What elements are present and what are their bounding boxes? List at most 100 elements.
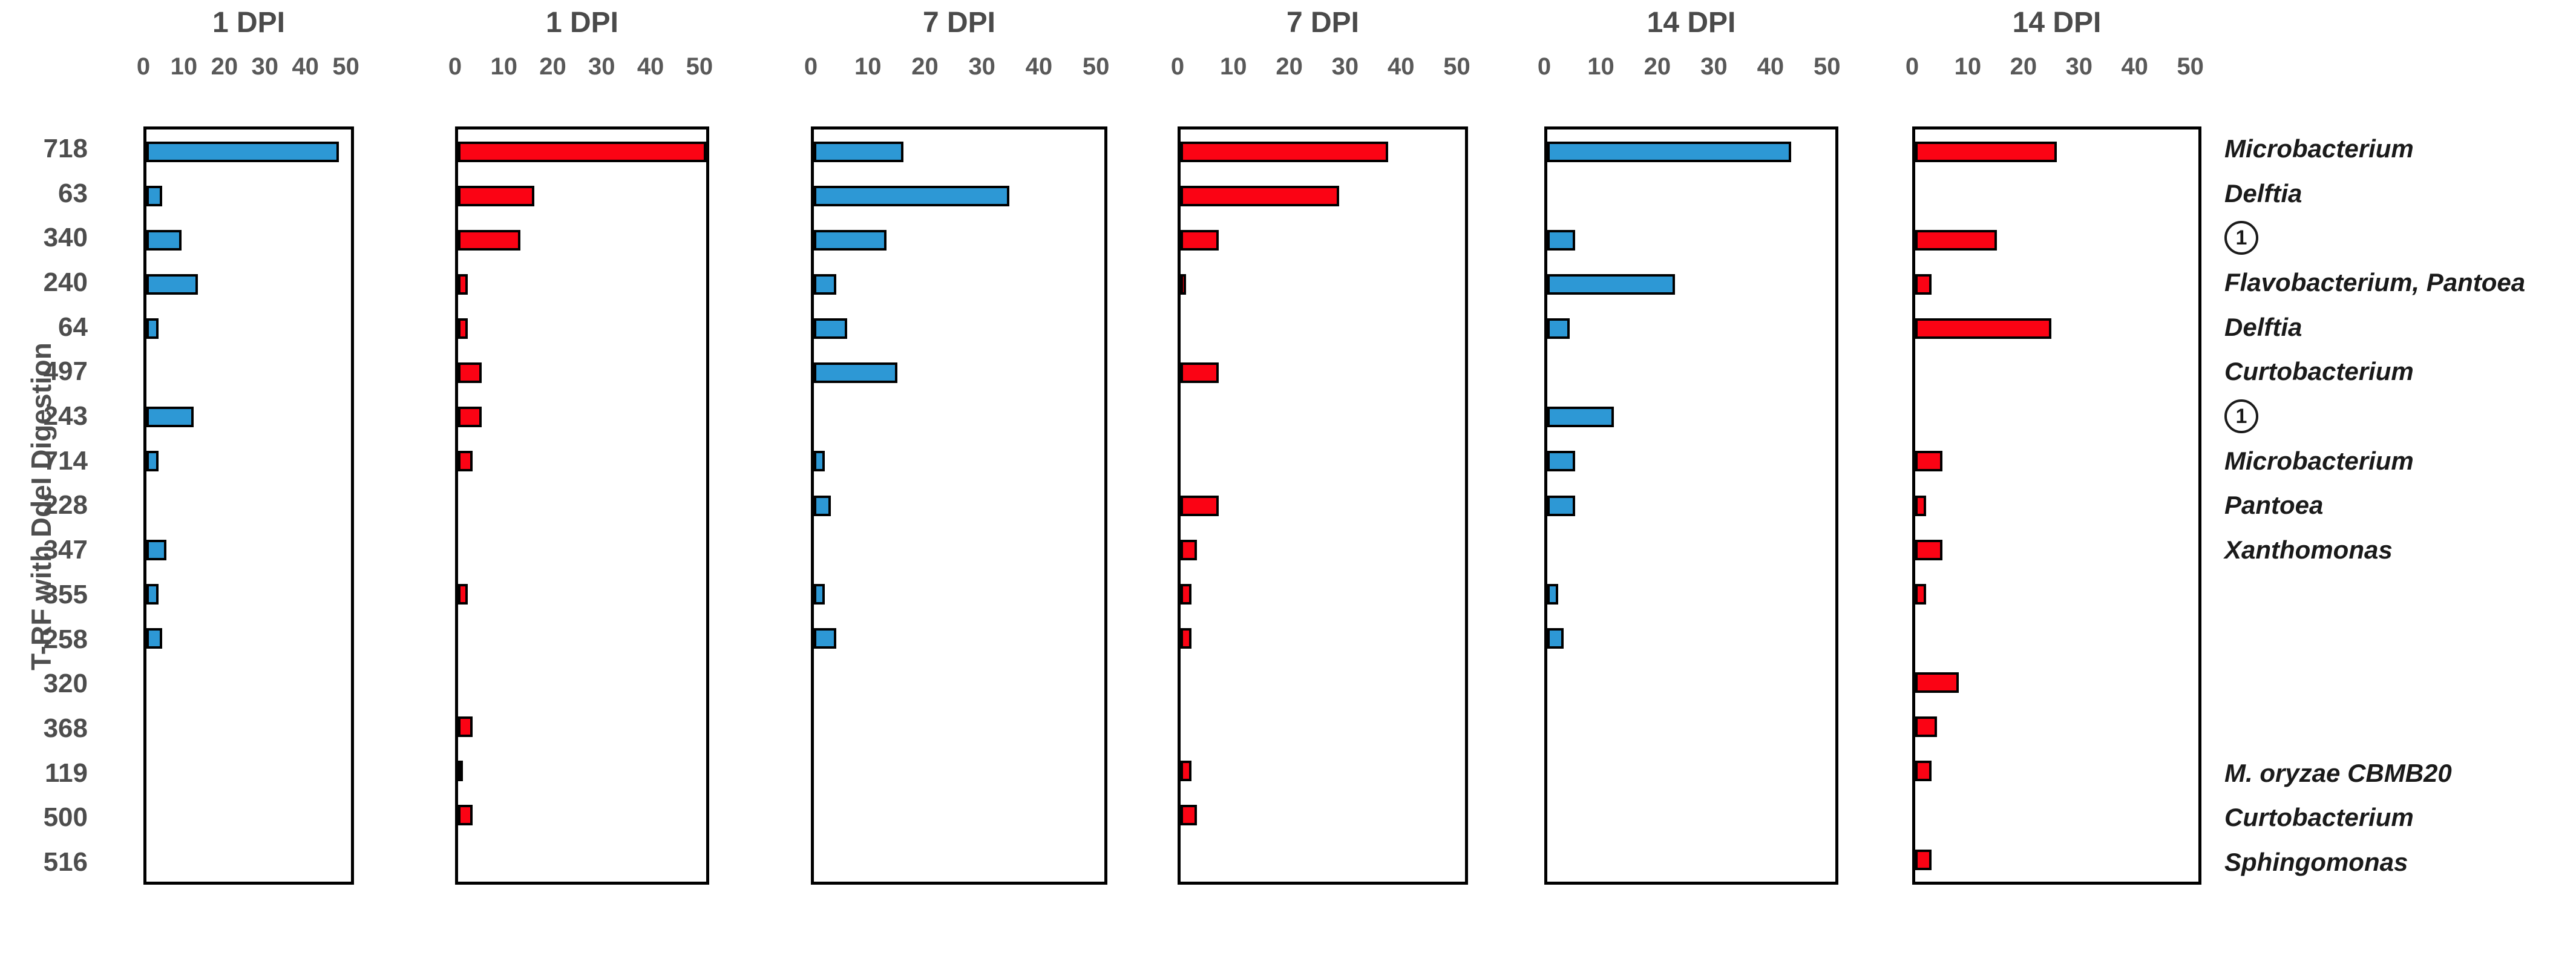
x-tick-label: 10 xyxy=(854,53,882,80)
bar-row xyxy=(146,661,351,705)
x-tick-label: 0 xyxy=(1537,53,1552,80)
x-tick-label: 30 xyxy=(1700,53,1728,80)
bar xyxy=(1915,583,1926,605)
bar xyxy=(1181,185,1340,206)
plot-area xyxy=(1912,126,2201,885)
bar-row xyxy=(1547,528,1835,572)
bar-row xyxy=(458,572,706,616)
y-tick-row: 243 xyxy=(12,394,88,439)
plot-area xyxy=(811,126,1107,885)
annotation-row: Delftia xyxy=(2224,171,2572,216)
bar-row xyxy=(1547,218,1835,262)
panel-title: 1 DPI xyxy=(212,7,286,39)
genus-annotation: Microbacterium xyxy=(2224,134,2414,163)
annotation-row xyxy=(2224,617,2572,662)
annotation-row xyxy=(2224,661,2572,706)
bar-row xyxy=(814,174,1104,218)
bar-row xyxy=(814,705,1104,749)
bar-row xyxy=(146,351,351,395)
annotation-row: 1 xyxy=(2224,215,2572,260)
x-tick-label: 40 xyxy=(2121,53,2148,80)
annotation-row: Sphingomonas xyxy=(2224,840,2572,885)
bar-row xyxy=(1915,129,2198,174)
y-tick-label: 119 xyxy=(45,758,88,788)
bar-row xyxy=(1181,572,1465,616)
bar-row xyxy=(1181,307,1465,351)
x-axis-ticks: 0 10 20 30 40 50 xyxy=(1538,53,1841,87)
bar-row xyxy=(458,262,706,306)
bar-row xyxy=(1181,837,1465,882)
bar xyxy=(458,362,482,384)
x-tick-label: 10 xyxy=(170,53,198,80)
y-tick-label: 714 xyxy=(43,445,88,476)
panel-title: 14 DPI xyxy=(1647,7,1736,39)
plot-area xyxy=(455,126,709,885)
bar-row xyxy=(1547,705,1835,749)
bar-row xyxy=(146,395,351,439)
bar-row xyxy=(1181,262,1465,306)
y-tick-row: 63 xyxy=(12,171,88,216)
bar xyxy=(1915,716,1937,738)
y-tick-label: 718 xyxy=(43,133,88,163)
bar xyxy=(146,451,159,472)
bar-row xyxy=(1181,351,1465,395)
bar xyxy=(814,318,848,339)
x-tick-label: 10 xyxy=(1587,53,1614,80)
bar xyxy=(1547,628,1564,649)
bar xyxy=(1915,849,1932,870)
bar-row xyxy=(458,661,706,705)
x-tick-label: 0 xyxy=(448,53,462,80)
bar xyxy=(814,628,836,649)
bar-row xyxy=(1915,705,2198,749)
panel-7-dpi-blue: 7 DPI 0 10 20 30 40 50 xyxy=(804,0,1110,970)
bar-row xyxy=(814,749,1104,793)
y-tick-row: 340 xyxy=(12,215,88,260)
bar xyxy=(458,274,468,295)
bar xyxy=(1547,141,1791,162)
bar xyxy=(458,407,482,428)
bar-row xyxy=(146,129,351,174)
x-axis-ticks: 0 10 20 30 40 50 xyxy=(804,53,1110,87)
bar-row xyxy=(814,307,1104,351)
panel-14-dpi-red: 14 DPI 0 10 20 30 40 50 xyxy=(1906,0,2204,970)
bar-row xyxy=(814,395,1104,439)
bar xyxy=(1181,805,1198,826)
bar xyxy=(1915,672,1959,693)
y-tick-row: 228 xyxy=(12,483,88,528)
bar xyxy=(814,495,831,516)
x-tick-label: 40 xyxy=(1387,53,1415,80)
bar-row xyxy=(458,749,706,793)
bar-row xyxy=(146,616,351,660)
bar-row xyxy=(458,439,706,483)
panel-14-dpi-blue: 14 DPI 0 10 20 30 40 50 xyxy=(1538,0,1841,970)
bar-row xyxy=(1915,793,2198,837)
bar-row xyxy=(1547,749,1835,793)
annotation-row xyxy=(2224,572,2572,617)
x-tick-label: 20 xyxy=(539,53,566,80)
bar xyxy=(146,583,159,605)
bar xyxy=(1181,141,1389,162)
bar-row xyxy=(458,174,706,218)
bar-row xyxy=(814,351,1104,395)
bar-row xyxy=(1915,218,2198,262)
x-axis-ticks: 0 10 20 30 40 50 xyxy=(1171,53,1470,87)
bar xyxy=(1181,583,1192,605)
y-tick-row: 64 xyxy=(12,305,88,350)
bar-row xyxy=(1181,218,1465,262)
bar-row xyxy=(1915,174,2198,218)
x-tick-label: 50 xyxy=(2177,53,2204,80)
bar-row xyxy=(1547,616,1835,660)
bar-row xyxy=(814,572,1104,616)
y-tick-label: 320 xyxy=(43,669,88,699)
bar-row xyxy=(1181,705,1465,749)
bar xyxy=(458,318,468,339)
x-tick-label: 50 xyxy=(1814,53,1841,80)
bar xyxy=(146,407,194,428)
bar-row xyxy=(1547,439,1835,483)
x-tick-label: 10 xyxy=(490,53,518,80)
bar xyxy=(1915,495,1926,516)
bar-row xyxy=(1547,395,1835,439)
bar-row xyxy=(458,351,706,395)
bar xyxy=(146,539,166,560)
y-tick-row: 258 xyxy=(12,617,88,662)
